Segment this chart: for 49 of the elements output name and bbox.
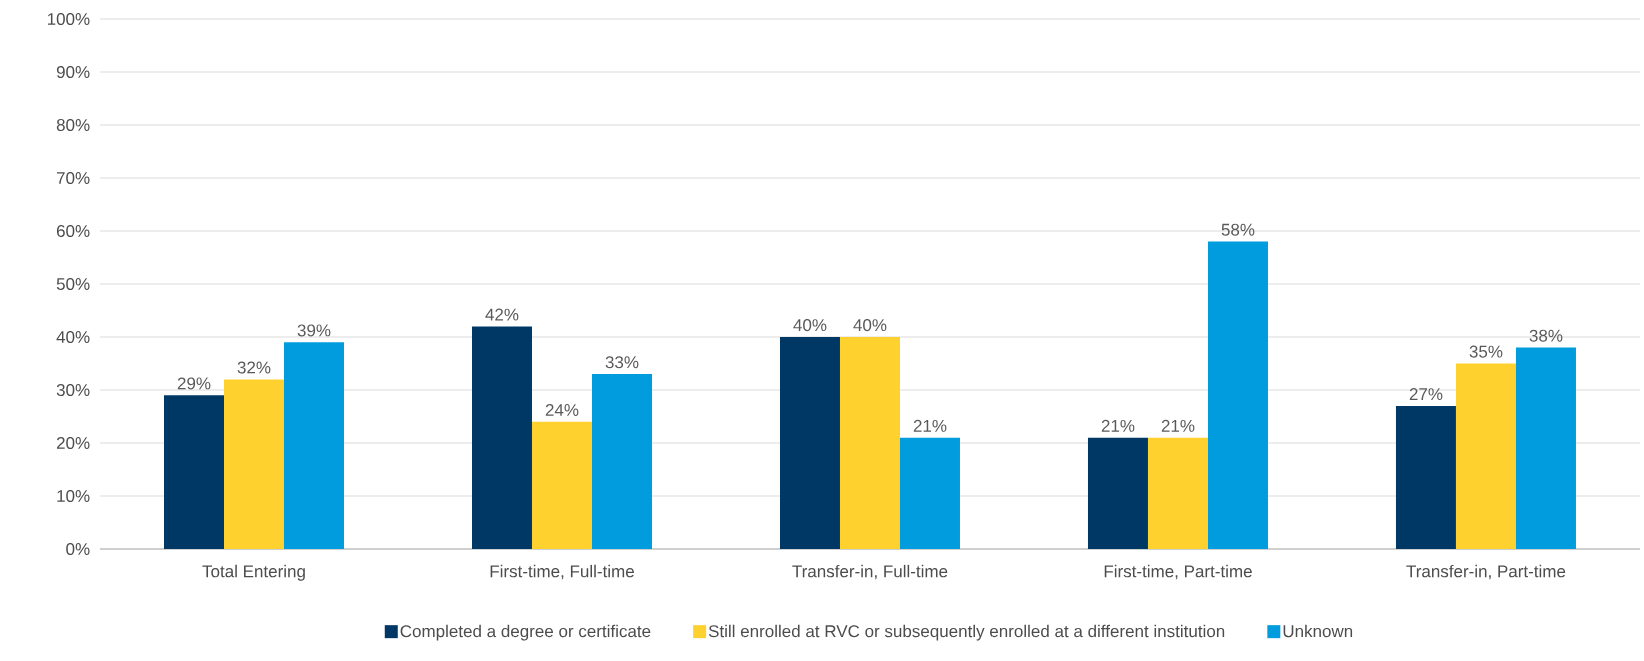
bar — [1455, 363, 1516, 549]
y-tick-label: 10% — [57, 489, 90, 503]
data-label: 40% — [853, 319, 887, 332]
bar — [1515, 347, 1576, 549]
legend-label: Still enrolled at RVC or subsequently enrolled at a different institution — [708, 624, 1225, 641]
bar — [164, 395, 224, 549]
y-tick-label: 60% — [56, 224, 90, 238]
y-tick-label: 80% — [56, 118, 90, 132]
data-label: 58% — [1221, 223, 1255, 236]
data-label: 21% — [1161, 419, 1195, 432]
y-tick-label: 40% — [56, 330, 90, 344]
y-tick-label: 20% — [56, 436, 90, 450]
bar — [779, 337, 840, 549]
x-tick-label: First-time, Full-time — [490, 564, 634, 580]
data-label: 40% — [793, 319, 827, 332]
data-label: 21% — [913, 419, 947, 432]
bar — [284, 342, 344, 549]
bar — [591, 374, 652, 549]
bar — [471, 326, 532, 549]
bar — [899, 437, 960, 549]
y-tick-label: 30% — [56, 383, 90, 397]
data-label: 24% — [545, 403, 579, 416]
data-label: 32% — [237, 361, 271, 374]
y-tick-label: 90% — [56, 65, 90, 79]
data-label: 38% — [1529, 329, 1563, 342]
data-label: 39% — [297, 324, 331, 337]
data-label: 33% — [605, 356, 639, 369]
data-label: 27% — [1409, 388, 1443, 401]
x-tick-label: Transfer-in, Full-time — [792, 564, 948, 580]
x-tick-label: First-time, Part-time — [1104, 564, 1252, 580]
y-tick-label: 70% — [56, 171, 90, 185]
x-tick-label: Total Entering — [202, 564, 305, 581]
x-tick-label: Transfer-in, Part-time — [1406, 564, 1566, 580]
y-tick-label: 50% — [56, 277, 90, 291]
bar — [1395, 405, 1456, 549]
legend-label: Unknown — [1283, 624, 1353, 638]
data-label: 21% — [1101, 419, 1135, 432]
y-tick-label: 100% — [47, 12, 90, 26]
bar — [531, 421, 592, 549]
legend-label: Completed a degree or certificate — [400, 624, 651, 641]
bar — [1207, 241, 1268, 549]
data-label: 42% — [485, 308, 519, 321]
bar — [839, 337, 900, 549]
bar — [1087, 437, 1148, 549]
bar — [224, 379, 284, 549]
data-label: 29% — [177, 377, 211, 390]
data-label: 35% — [1469, 345, 1503, 358]
bar — [1147, 437, 1208, 549]
y-tick-label: 0% — [66, 542, 90, 556]
